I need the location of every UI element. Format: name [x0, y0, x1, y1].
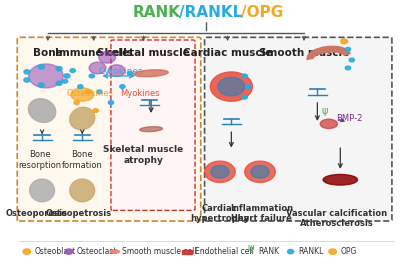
- Ellipse shape: [70, 179, 95, 202]
- Text: /OPG: /OPG: [241, 5, 283, 20]
- Circle shape: [93, 109, 98, 112]
- Text: Osteokines: Osteokines: [66, 89, 113, 98]
- Text: ψ: ψ: [247, 243, 254, 253]
- Text: RANK: RANK: [133, 5, 181, 20]
- Ellipse shape: [323, 174, 358, 185]
- Circle shape: [89, 74, 94, 78]
- Circle shape: [329, 249, 336, 254]
- Bar: [182, 250, 192, 254]
- Text: Smooth muscle cell: Smooth muscle cell: [122, 247, 197, 256]
- Ellipse shape: [110, 250, 120, 253]
- Text: Immune cells: Immune cells: [55, 48, 133, 58]
- Circle shape: [349, 58, 354, 62]
- Text: Skeletal muscle: Skeletal muscle: [97, 48, 190, 58]
- Circle shape: [108, 101, 114, 104]
- Text: Osteopetrosis: Osteopetrosis: [45, 209, 112, 218]
- Text: /RANKL: /RANKL: [179, 5, 242, 20]
- FancyBboxPatch shape: [17, 37, 201, 221]
- Ellipse shape: [320, 119, 338, 129]
- Text: Myokines: Myokines: [120, 89, 160, 98]
- Text: Bone
formation: Bone formation: [62, 150, 103, 170]
- Circle shape: [127, 71, 133, 75]
- Text: Bone: Bone: [33, 48, 63, 58]
- Circle shape: [89, 62, 106, 74]
- Text: RANK: RANK: [258, 247, 279, 256]
- Circle shape: [210, 72, 252, 101]
- Circle shape: [345, 66, 351, 70]
- Text: Vascular calcification
Atherosclerosis: Vascular calcification Atherosclerosis: [286, 209, 387, 228]
- Circle shape: [62, 79, 68, 83]
- Ellipse shape: [30, 179, 54, 202]
- Circle shape: [108, 65, 125, 76]
- Circle shape: [85, 90, 91, 94]
- Text: Cardiac
hypertrophy: Cardiac hypertrophy: [190, 204, 250, 223]
- Circle shape: [245, 161, 275, 182]
- Circle shape: [38, 83, 44, 87]
- Circle shape: [24, 70, 30, 74]
- Text: Cardiac muscle: Cardiac muscle: [183, 48, 272, 58]
- Ellipse shape: [70, 107, 95, 130]
- Circle shape: [341, 39, 348, 44]
- Circle shape: [97, 90, 102, 94]
- Circle shape: [246, 85, 251, 89]
- FancyBboxPatch shape: [204, 37, 392, 221]
- Ellipse shape: [134, 70, 168, 77]
- Text: Bone
resorption: Bone resorption: [19, 150, 62, 170]
- Circle shape: [24, 78, 30, 82]
- Text: OPG: OPG: [340, 247, 357, 256]
- Text: Osteoblast: Osteoblast: [34, 247, 76, 256]
- Circle shape: [218, 77, 245, 96]
- Circle shape: [204, 161, 235, 182]
- Text: Endothelial cell: Endothelial cell: [195, 247, 254, 256]
- Circle shape: [345, 47, 351, 51]
- Text: Smooth muscle: Smooth muscle: [259, 48, 349, 58]
- Text: RANKL: RANKL: [298, 247, 324, 256]
- Ellipse shape: [71, 88, 94, 101]
- Ellipse shape: [140, 127, 162, 132]
- Circle shape: [78, 85, 83, 89]
- Circle shape: [29, 64, 63, 88]
- Text: BMP-2: BMP-2: [336, 114, 363, 123]
- Circle shape: [211, 165, 229, 178]
- Circle shape: [56, 66, 62, 71]
- Circle shape: [70, 69, 75, 72]
- Circle shape: [242, 95, 248, 99]
- Ellipse shape: [28, 99, 56, 122]
- Circle shape: [120, 85, 125, 89]
- FancyBboxPatch shape: [111, 40, 195, 210]
- Circle shape: [74, 101, 79, 104]
- Circle shape: [251, 165, 269, 178]
- Text: Inflammation
Heart failure: Inflammation Heart failure: [230, 204, 294, 223]
- Text: Osteoclast: Osteoclast: [76, 247, 117, 256]
- Text: Skeletal muscle
atrophy: Skeletal muscle atrophy: [103, 145, 184, 165]
- Circle shape: [65, 249, 73, 254]
- Circle shape: [242, 74, 248, 78]
- Circle shape: [64, 74, 70, 78]
- Circle shape: [288, 250, 294, 254]
- Circle shape: [23, 249, 31, 254]
- Circle shape: [56, 81, 62, 85]
- Text: Cytokines: Cytokines: [98, 67, 143, 76]
- Circle shape: [99, 51, 116, 63]
- Circle shape: [38, 65, 44, 69]
- Text: Osteoporosis: Osteoporosis: [5, 209, 67, 218]
- Text: ψ: ψ: [322, 106, 328, 116]
